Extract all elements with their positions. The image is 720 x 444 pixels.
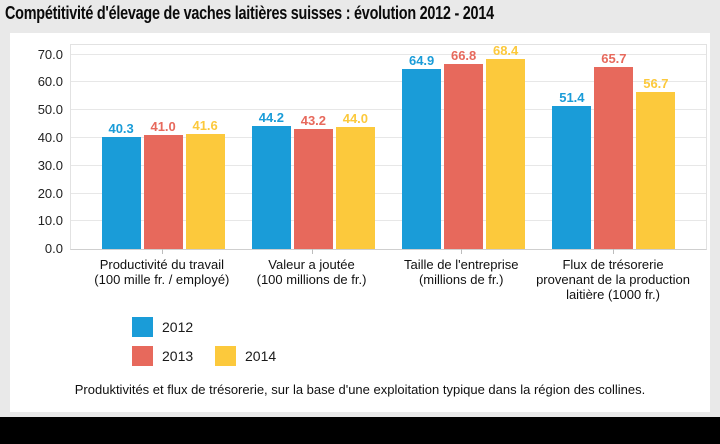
bar-2013 [594, 66, 634, 249]
gridline [71, 81, 706, 83]
bar-value-label: 43.2 [300, 113, 327, 129]
plot-area: 0.0 10.0 20.0 30.0 40.0 50.0 60.0 70.0 40.3 41.0… [38, 43, 707, 256]
bar-2012 [101, 137, 141, 249]
y-axis-tick-label: 70.0 [37, 46, 63, 62]
bar-value-label: 65.7 [601, 50, 627, 66]
bar-slot: 44.0 [335, 111, 375, 249]
bar-2012 [251, 126, 291, 249]
gridline [71, 136, 706, 138]
y-axis-tick-label: 50.0 [37, 102, 63, 118]
chart-card: 0.0 10.0 20.0 30.0 40.0 50.0 60.0 70.0 40.3 41.0… [10, 33, 710, 412]
y-axis-tick-label: 20.0 [37, 185, 63, 201]
legend-row: 2012 [132, 317, 298, 337]
x-axis-label-line: (millions de fr.) [418, 272, 504, 287]
bar-group: 40.3 41.0 41.6 [88, 45, 238, 249]
legend-item-2013: 2013 [132, 346, 215, 366]
x-axis-label-line: Flux de trésorerie [562, 257, 664, 272]
x-axis-tick [461, 249, 463, 254]
bar-value-label: 44.0 [342, 110, 369, 126]
x-axis-label-line: Valeur a joutée [268, 257, 355, 272]
gridline [71, 192, 706, 194]
bar-2014 [636, 91, 676, 249]
x-axis-category-label: Valeur a joutée (100 millions de fr.) [237, 249, 387, 302]
bar-2014 [185, 133, 225, 249]
bar-value-label: 44.2 [258, 110, 285, 126]
bar-slot: 40.3 [101, 121, 141, 249]
y-axis-tick-label: 0.0 [44, 241, 63, 256]
bar-2014 [486, 59, 526, 249]
x-axis-labels: Productivité du travail (100 mille fr. / … [70, 249, 707, 302]
bar-slot: 64.9 [402, 53, 442, 249]
bar-value-label: 41.0 [150, 119, 176, 135]
bar-2014 [335, 126, 375, 249]
legend-item-2012: 2012 [132, 317, 215, 337]
bar-value-label: 40.3 [108, 121, 134, 137]
gridline [71, 109, 706, 111]
x-axis-label-line: provenant de la production [536, 272, 691, 287]
bar-slot: 65.7 [594, 51, 634, 249]
bar-slot: 41.0 [143, 119, 183, 249]
legend-swatch-2012 [132, 317, 153, 337]
bar-value-label: 66.8 [450, 47, 477, 63]
chart-caption: Produktivités et flux de trésorerie, sur… [74, 382, 646, 397]
legend-swatch-2014 [215, 346, 236, 366]
bottom-black-bar [0, 417, 720, 444]
bar-value-label: 41.6 [192, 117, 218, 133]
x-axis-label-line: Taille de l'entreprise [403, 257, 519, 272]
bar-2012 [552, 106, 592, 249]
legend-label: 2012 [162, 319, 194, 335]
legend-row: 2013 2014 [132, 346, 298, 366]
x-axis-label-line: (100 millions de fr.) [256, 272, 367, 287]
gridline [71, 220, 706, 222]
y-axis-tick-label: 60.0 [37, 74, 63, 90]
gridline [71, 164, 706, 166]
x-axis-label-line: Productivité du travail [99, 257, 224, 272]
bar-slot: 44.2 [251, 110, 291, 249]
bar-value-label: 68.4 [492, 43, 519, 59]
x-axis-category-label: Flux de trésorerie provenant de la produc… [536, 249, 690, 302]
bar-group: 64.9 66.8 68.4 [389, 43, 539, 249]
chart-title: Compétitivité d'élevage de vaches laitiè… [5, 3, 494, 23]
legend-label: 2013 [162, 348, 194, 364]
legend-swatch-2013 [132, 346, 153, 366]
y-axis-tick-label: 10.0 [37, 213, 63, 229]
bar-slot: 56.7 [636, 76, 676, 249]
bar-group: 51.4 65.7 56.7 [539, 45, 689, 249]
bar-group: 44.2 43.2 44.0 [238, 45, 388, 249]
legend: 2012 2013 2014 [132, 317, 298, 366]
gridline [71, 53, 706, 55]
bar-2013 [293, 129, 333, 249]
y-axis-tick-label: 40.0 [37, 129, 63, 145]
bar-slot: 51.4 [552, 90, 592, 249]
x-axis-label-line: (100 mille fr. / employé) [94, 272, 230, 287]
bar-slot: 41.6 [185, 118, 225, 249]
x-axis-tick [161, 249, 163, 254]
bar-slot: 68.4 [486, 43, 526, 249]
legend-item-2014: 2014 [215, 346, 298, 366]
bar-slot: 43.2 [293, 113, 333, 249]
bar-value-label: 56.7 [643, 75, 669, 91]
y-axis-tick-label: 30.0 [37, 157, 63, 173]
bar-slot: 66.8 [444, 48, 484, 249]
x-axis-tick [311, 249, 313, 254]
bar-2012 [402, 68, 442, 249]
x-axis-tick [613, 249, 615, 254]
bars-layer: 40.3 41.0 41.6 44.2 43.2 44.0 64.9 66.8 68.4 51.4… [71, 43, 706, 249]
bar-2013 [444, 63, 484, 249]
bar-value-label: 64.9 [408, 52, 435, 68]
legend-label: 2014 [245, 348, 277, 364]
x-axis-category-label: Productivité du travail (100 mille fr. / … [87, 249, 237, 302]
x-axis-label-line: laitière (1000 fr.) [566, 287, 660, 302]
bar-2013 [143, 135, 183, 249]
x-axis-category-label: Taille de l'entreprise (millions de fr.) [386, 249, 536, 302]
bar-value-label: 51.4 [559, 90, 585, 106]
